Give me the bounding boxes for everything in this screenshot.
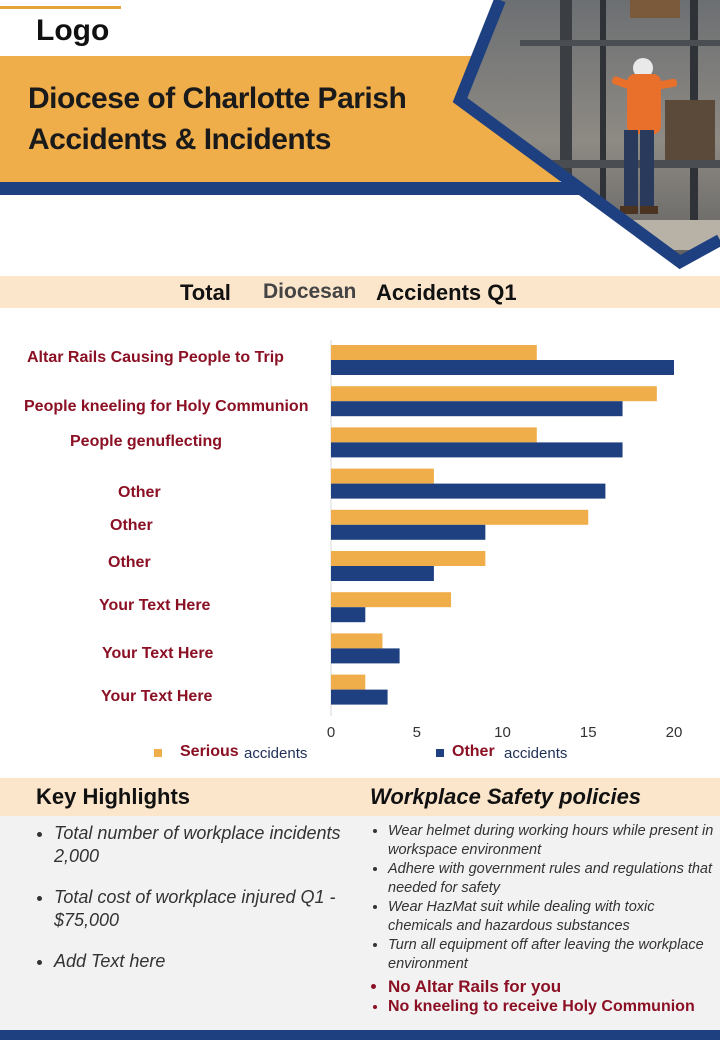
category-label: Other [118, 484, 161, 501]
legend-serious-swatch [154, 749, 162, 757]
logo: Logo [36, 14, 110, 47]
footer-bar [0, 1030, 720, 1040]
category-label: Other [108, 554, 151, 571]
chart-header-band [0, 276, 720, 308]
logo-accent-bar [0, 6, 121, 9]
bottom-section-background [0, 778, 720, 1040]
list-item: Total number of workplace incidents 2,00… [54, 822, 354, 868]
bar-other [331, 442, 623, 458]
category-label: Altar Rails Causing People to Trip [27, 349, 284, 366]
list-item: Add Text here [54, 950, 354, 973]
bar-other [331, 360, 674, 375]
bar-chart: 0 5 10 15 20 [327, 340, 683, 741]
workplace-safety-title: Workplace Safety policies [370, 784, 642, 809]
list-item: Wear helmet during working hours while p… [388, 822, 718, 860]
category-label: Your Text Here [101, 688, 213, 705]
worker-photo-frame [452, 0, 720, 270]
bar-other [331, 566, 434, 581]
bar-serious [331, 509, 589, 525]
list-item: Turn all equipment off after leaving the… [388, 936, 718, 974]
diamond-border [452, 0, 720, 270]
chart-title-word-3: Accidents Q1 [376, 280, 517, 305]
list-item: Adhere with government rules and regulat… [388, 860, 718, 898]
bar-other [331, 524, 486, 540]
list-item: Wear HazMat suit while dealing with toxi… [388, 898, 718, 936]
legend-serious-suffix: accidents [244, 745, 308, 762]
category-label: People genuflecting [70, 433, 223, 450]
legend-other-swatch [436, 749, 444, 757]
bar-serious [331, 633, 383, 649]
x-tick-label: 20 [666, 724, 683, 741]
bottom-section-header [0, 778, 720, 816]
legend-other-suffix: accidents [504, 745, 568, 762]
bar-serious [331, 427, 537, 443]
list-item: Total cost of workplace injured Q1 - $75… [54, 886, 354, 932]
bar-other [331, 607, 366, 623]
banner-underline [0, 182, 720, 195]
bar-serious [331, 468, 434, 484]
key-highlights-title: Key Highlights [36, 784, 191, 809]
bar-other [331, 689, 388, 705]
bar-other [331, 401, 623, 417]
category-label: People kneeling for Holy Communion [24, 398, 309, 415]
x-tick-label: 10 [494, 724, 511, 741]
list-item-highlight: No kneeling to receive Holy Communion [388, 997, 718, 1016]
list-item-highlight: No Altar Rails for you [388, 977, 718, 996]
bar-other [331, 648, 400, 664]
page-title: Diocese of Charlotte Parish Accidents & … [28, 82, 407, 156]
key-highlights-list: Total number of workplace incidents 2,00… [30, 822, 354, 991]
legend-other-label: Other [452, 743, 495, 760]
bar-serious [331, 345, 537, 360]
x-tick-label: 0 [327, 724, 335, 741]
category-label: Other [110, 517, 153, 534]
bar-serious [331, 386, 657, 402]
chart-title-word-1: Total [180, 280, 231, 305]
category-label: Your Text Here [99, 597, 211, 614]
x-tick-label: 5 [413, 724, 421, 741]
chart-title-word-2: Diocesan [263, 280, 357, 303]
legend-serious-label: Serious [180, 743, 239, 760]
bar-serious [331, 674, 366, 690]
category-label: Your Text Here [102, 645, 214, 662]
bar-serious [331, 551, 486, 566]
bar-other [331, 483, 606, 499]
bar-serious [331, 592, 452, 608]
workplace-safety-list: Wear helmet during working hours while p… [366, 822, 718, 1016]
x-tick-label: 15 [580, 724, 597, 741]
